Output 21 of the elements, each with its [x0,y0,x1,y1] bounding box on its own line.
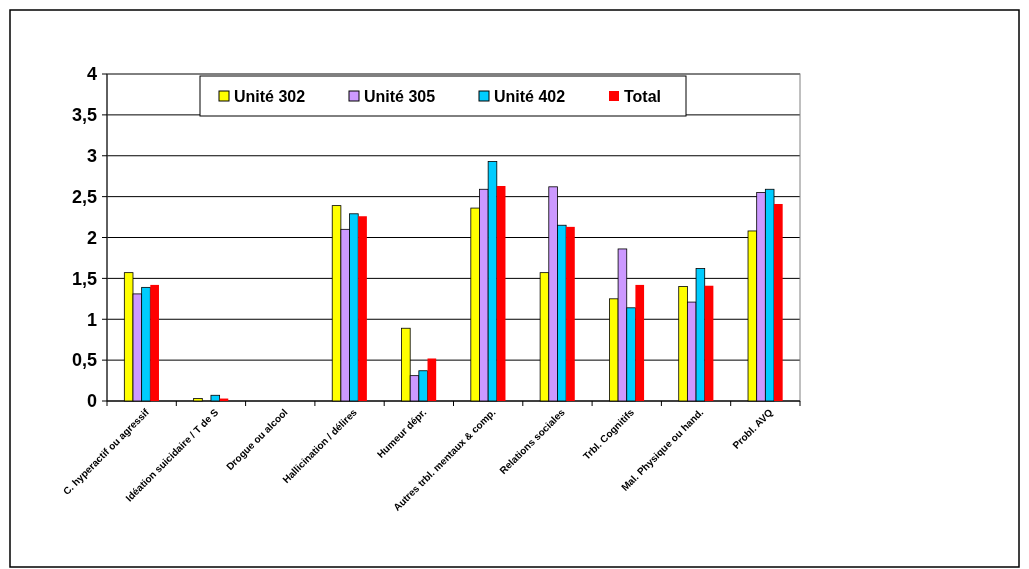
bar [774,203,783,401]
y-tick-label: 3,5 [71,105,97,126]
bar [496,186,506,401]
y-tick-label: 2,5 [71,186,97,207]
legend-label: Total [624,87,662,105]
bar [704,285,714,401]
bar [150,284,159,401]
legend-label: Unité 302 [234,87,306,105]
y-tick-label: 0 [86,391,97,412]
y-tick-label: 1 [86,309,97,330]
y-tick-label: 0,5 [71,350,97,371]
bar [566,226,575,401]
bar [635,284,645,401]
legend-label: Unité 402 [494,87,566,105]
y-tick-label: 1,5 [71,268,97,289]
y-tick-label: 4 [86,64,97,85]
legend-label: Unité 305 [364,87,436,105]
bar [427,358,437,401]
bar [358,216,367,401]
y-tick-label: 2 [86,227,97,248]
y-tick-label: 3 [86,146,97,167]
